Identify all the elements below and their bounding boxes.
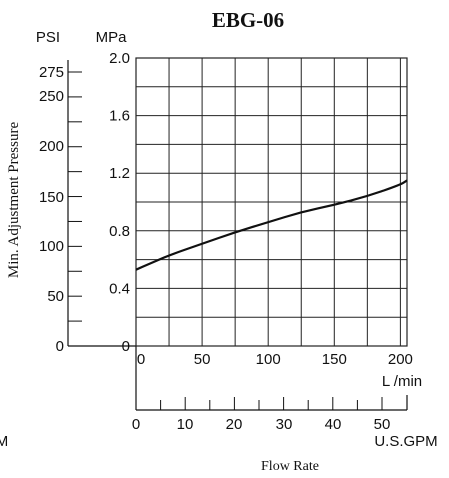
mpa-tick-label: 0.4 <box>109 280 130 297</box>
psi-tick-label: 100 <box>39 238 64 255</box>
gpm-tick-label: 0 <box>132 416 140 433</box>
gpm-tick-label: 50 <box>374 416 391 433</box>
psi-tick-label: 200 <box>39 138 64 155</box>
lpm-tick-label: 50 <box>194 351 211 368</box>
psi-tick-label: 150 <box>39 189 64 206</box>
psi-tick-label: 275 <box>39 64 64 81</box>
mpa-tick-label: 2.0 <box>109 50 130 67</box>
gpm-tick-label: 10 <box>177 416 194 433</box>
gpm-unit-label: U.S.GPM <box>374 433 437 450</box>
mpa-tick-label: 0 <box>122 338 130 355</box>
lpm-tick-label: 150 <box>322 351 347 368</box>
psi-tick-label: 250 <box>39 88 64 105</box>
x-axis-label: Flow Rate <box>261 459 319 474</box>
lpm-tick-label: 200 <box>388 351 413 368</box>
chart-title: EBG-06 <box>212 8 284 32</box>
gpm-tick-label: 40 <box>325 416 342 433</box>
psi-tick-label: 50 <box>47 288 64 305</box>
plot-grid <box>135 57 408 347</box>
psi-unit-label: PSI <box>36 29 60 46</box>
gpm-tick-label: 20 <box>226 416 243 433</box>
lpm-tick-label: 100 <box>256 351 281 368</box>
gpm-left-fragment: M <box>0 433 8 450</box>
mpa-tick-label: 1.2 <box>109 165 130 182</box>
psi-tick-label: 0 <box>56 338 64 355</box>
mpa-tick-label: 0.8 <box>109 223 130 240</box>
y-axis-label: Min. Adjustment Pressure <box>6 122 22 279</box>
series-line-0 <box>135 179 408 271</box>
gpm-tick-label: 30 <box>276 416 293 433</box>
flow-unit-label: L /min <box>382 373 422 390</box>
series-layer <box>135 179 408 271</box>
mpa-unit-label: MPa <box>96 29 128 46</box>
lpm-tick-label: 0 <box>137 351 145 368</box>
mpa-tick-label: 1.6 <box>109 108 130 125</box>
